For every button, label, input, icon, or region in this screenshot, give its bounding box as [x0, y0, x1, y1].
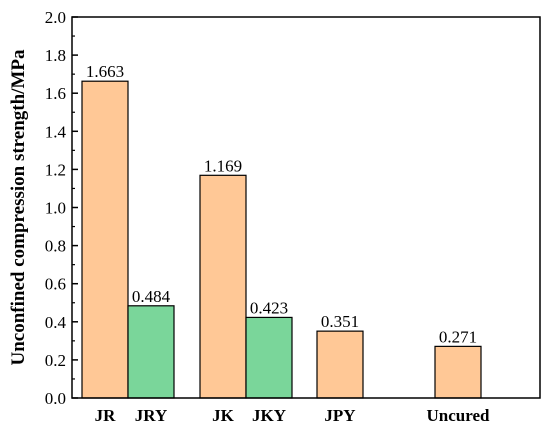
- category-labels-layer: JR JRY JK JKY JPY Uncured: [95, 406, 490, 425]
- bar-uncured: [434, 345, 482, 399]
- y-tick-label: 1.2: [45, 160, 66, 179]
- y-tick-label: 1.6: [45, 84, 66, 103]
- bar-jky: [245, 316, 293, 399]
- category-label-jpy: JPY: [324, 406, 355, 425]
- data-label-jky: 0.423: [250, 298, 288, 317]
- bars-layer: [81, 80, 482, 399]
- y-tick-label: 1.8: [45, 46, 66, 65]
- y-tick-label: 0.4: [45, 313, 67, 332]
- category-label-jry: JRY: [135, 406, 167, 425]
- y-tick-label: 0.2: [45, 351, 66, 370]
- category-label-jr: JR: [95, 406, 117, 425]
- y-tick-label: 0.0: [45, 389, 66, 408]
- bar-jpy: [316, 330, 364, 399]
- y-tick-label: 0.8: [45, 237, 66, 256]
- bar-jr: [81, 80, 129, 399]
- data-label-jpy: 0.351: [321, 312, 359, 331]
- category-label-jk: JK: [212, 406, 235, 425]
- y-axis-title: Unconfined compression strength/MPa: [8, 49, 29, 365]
- category-label-jky: JKY: [252, 406, 286, 425]
- bar-jry: [127, 305, 175, 399]
- y-tick-label: 2.0: [45, 8, 66, 27]
- plot-frame: [71, 16, 541, 399]
- data-label-jry: 0.484: [132, 287, 171, 306]
- bar-jk: [199, 174, 247, 399]
- y-tick-label: 0.6: [45, 275, 66, 294]
- data-label-jk: 1.169: [204, 156, 242, 175]
- y-tick-label: 1.0: [45, 199, 66, 218]
- data-labels-layer: 1.663 0.484 1.169 0.423 0.351 0.271: [86, 62, 477, 346]
- data-label-jr: 1.663: [86, 62, 124, 81]
- category-label-uncured: Uncured: [427, 406, 491, 425]
- y-ticks-layer: 0.0 0.2 0.4 0.6 0.8 1.0 1.2 1.4 1.6 1.8 2.0: [45, 8, 78, 408]
- y-tick-label: 1.4: [45, 122, 67, 141]
- data-label-uncured: 0.271: [439, 327, 477, 346]
